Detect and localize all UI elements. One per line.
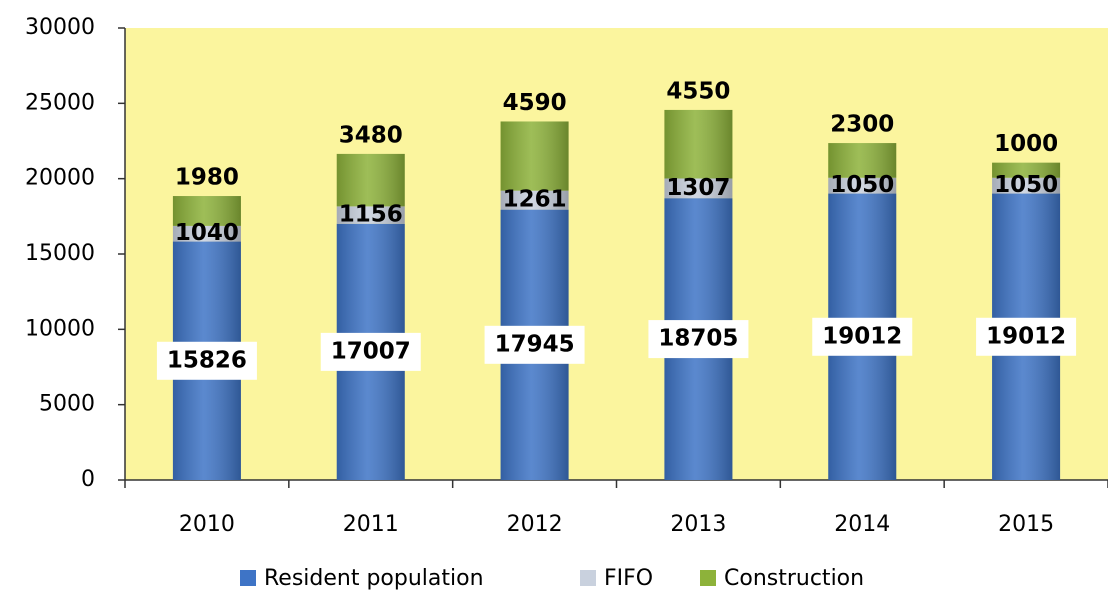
x-tick-label: 2012: [507, 512, 563, 537]
bar-shine: [664, 178, 733, 199]
y-tick-label: 0: [81, 467, 95, 492]
legend-swatch: [580, 570, 596, 586]
data-label-box: [156, 341, 257, 380]
x-tick-label: 2013: [670, 512, 726, 537]
bar-shine: [992, 162, 1061, 178]
legend-swatch: [700, 570, 716, 586]
data-label: 4590: [503, 90, 567, 116]
legend-label: Construction: [724, 566, 864, 591]
x-tick-label: 2015: [998, 512, 1054, 537]
plot-area: [125, 28, 1108, 480]
data-label-box: [320, 332, 421, 371]
x-tick-label: 2011: [343, 512, 399, 537]
data-label: 4550: [666, 78, 730, 104]
data-label: 19012: [986, 323, 1066, 349]
data-label: 1040: [175, 220, 239, 246]
data-label: 3480: [339, 122, 403, 148]
legend-label: Resident population: [264, 566, 484, 591]
bar-shine: [664, 109, 733, 179]
bar-shine: [336, 153, 405, 207]
bar-shine: [828, 177, 897, 194]
bar-shine: [500, 121, 569, 191]
bar-shine: [828, 143, 897, 178]
bar-shine: [172, 196, 241, 226]
y-tick-label: 30000: [25, 15, 95, 40]
x-tick-label: 2010: [179, 512, 235, 537]
y-tick-label: 15000: [25, 241, 95, 266]
data-label: 1050: [830, 172, 894, 198]
data-label-box: [648, 320, 749, 359]
data-label: 19012: [822, 323, 902, 349]
legend-swatch: [240, 570, 256, 586]
data-label: 15826: [167, 347, 247, 373]
data-label: 1261: [503, 187, 567, 213]
data-label-box: [976, 317, 1077, 356]
x-tick-label: 2014: [834, 512, 890, 537]
data-label: 1000: [994, 131, 1058, 157]
data-label: 1307: [666, 175, 730, 201]
data-label: 18705: [658, 326, 738, 352]
data-label: 17007: [331, 338, 411, 364]
bar-shine: [172, 225, 241, 242]
data-label-box: [812, 317, 913, 356]
data-label: 1156: [339, 202, 403, 228]
bar-shine: [336, 206, 405, 224]
y-tick-label: 20000: [25, 166, 95, 191]
data-label: 1050: [994, 172, 1058, 198]
data-label-box: [484, 325, 585, 364]
y-tick-label: 5000: [39, 392, 95, 417]
bar-shine: [992, 177, 1061, 194]
bar-shine: [500, 190, 569, 210]
data-label: 2300: [830, 112, 894, 138]
data-label: 1980: [175, 165, 239, 191]
data-label: 17945: [495, 331, 575, 357]
y-tick-label: 25000: [25, 90, 95, 115]
legend-label: FIFO: [604, 566, 653, 591]
y-tick-label: 10000: [25, 316, 95, 341]
